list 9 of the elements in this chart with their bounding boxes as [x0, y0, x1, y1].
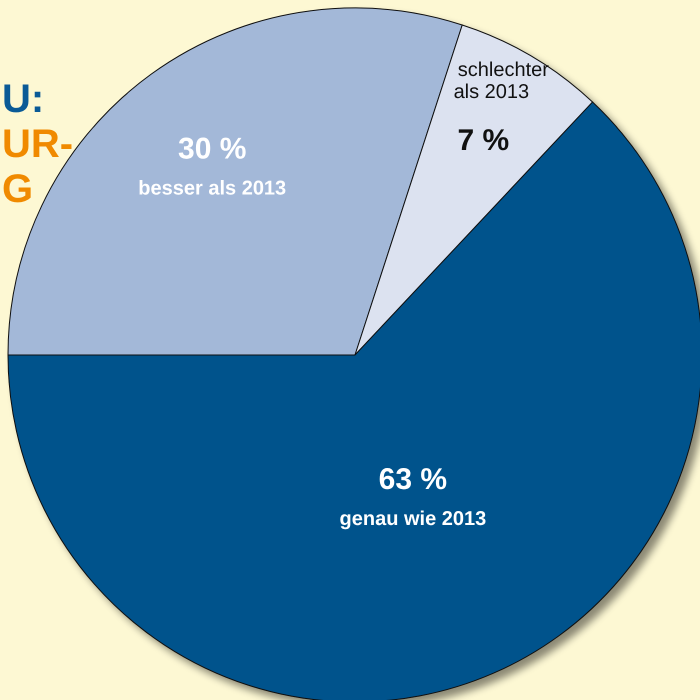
data-label: 30 % [178, 132, 246, 166]
data-label: 63 % [378, 462, 448, 496]
text: U: [2, 77, 44, 121]
text: G [2, 167, 34, 211]
text: UR- [2, 122, 74, 166]
slice-label: genau wie 2013 [340, 508, 486, 530]
slice-label: besser als 2013 [138, 177, 286, 200]
data-label: 7 % [458, 124, 510, 158]
slice-label: schlechter als 2013 [454, 59, 550, 104]
